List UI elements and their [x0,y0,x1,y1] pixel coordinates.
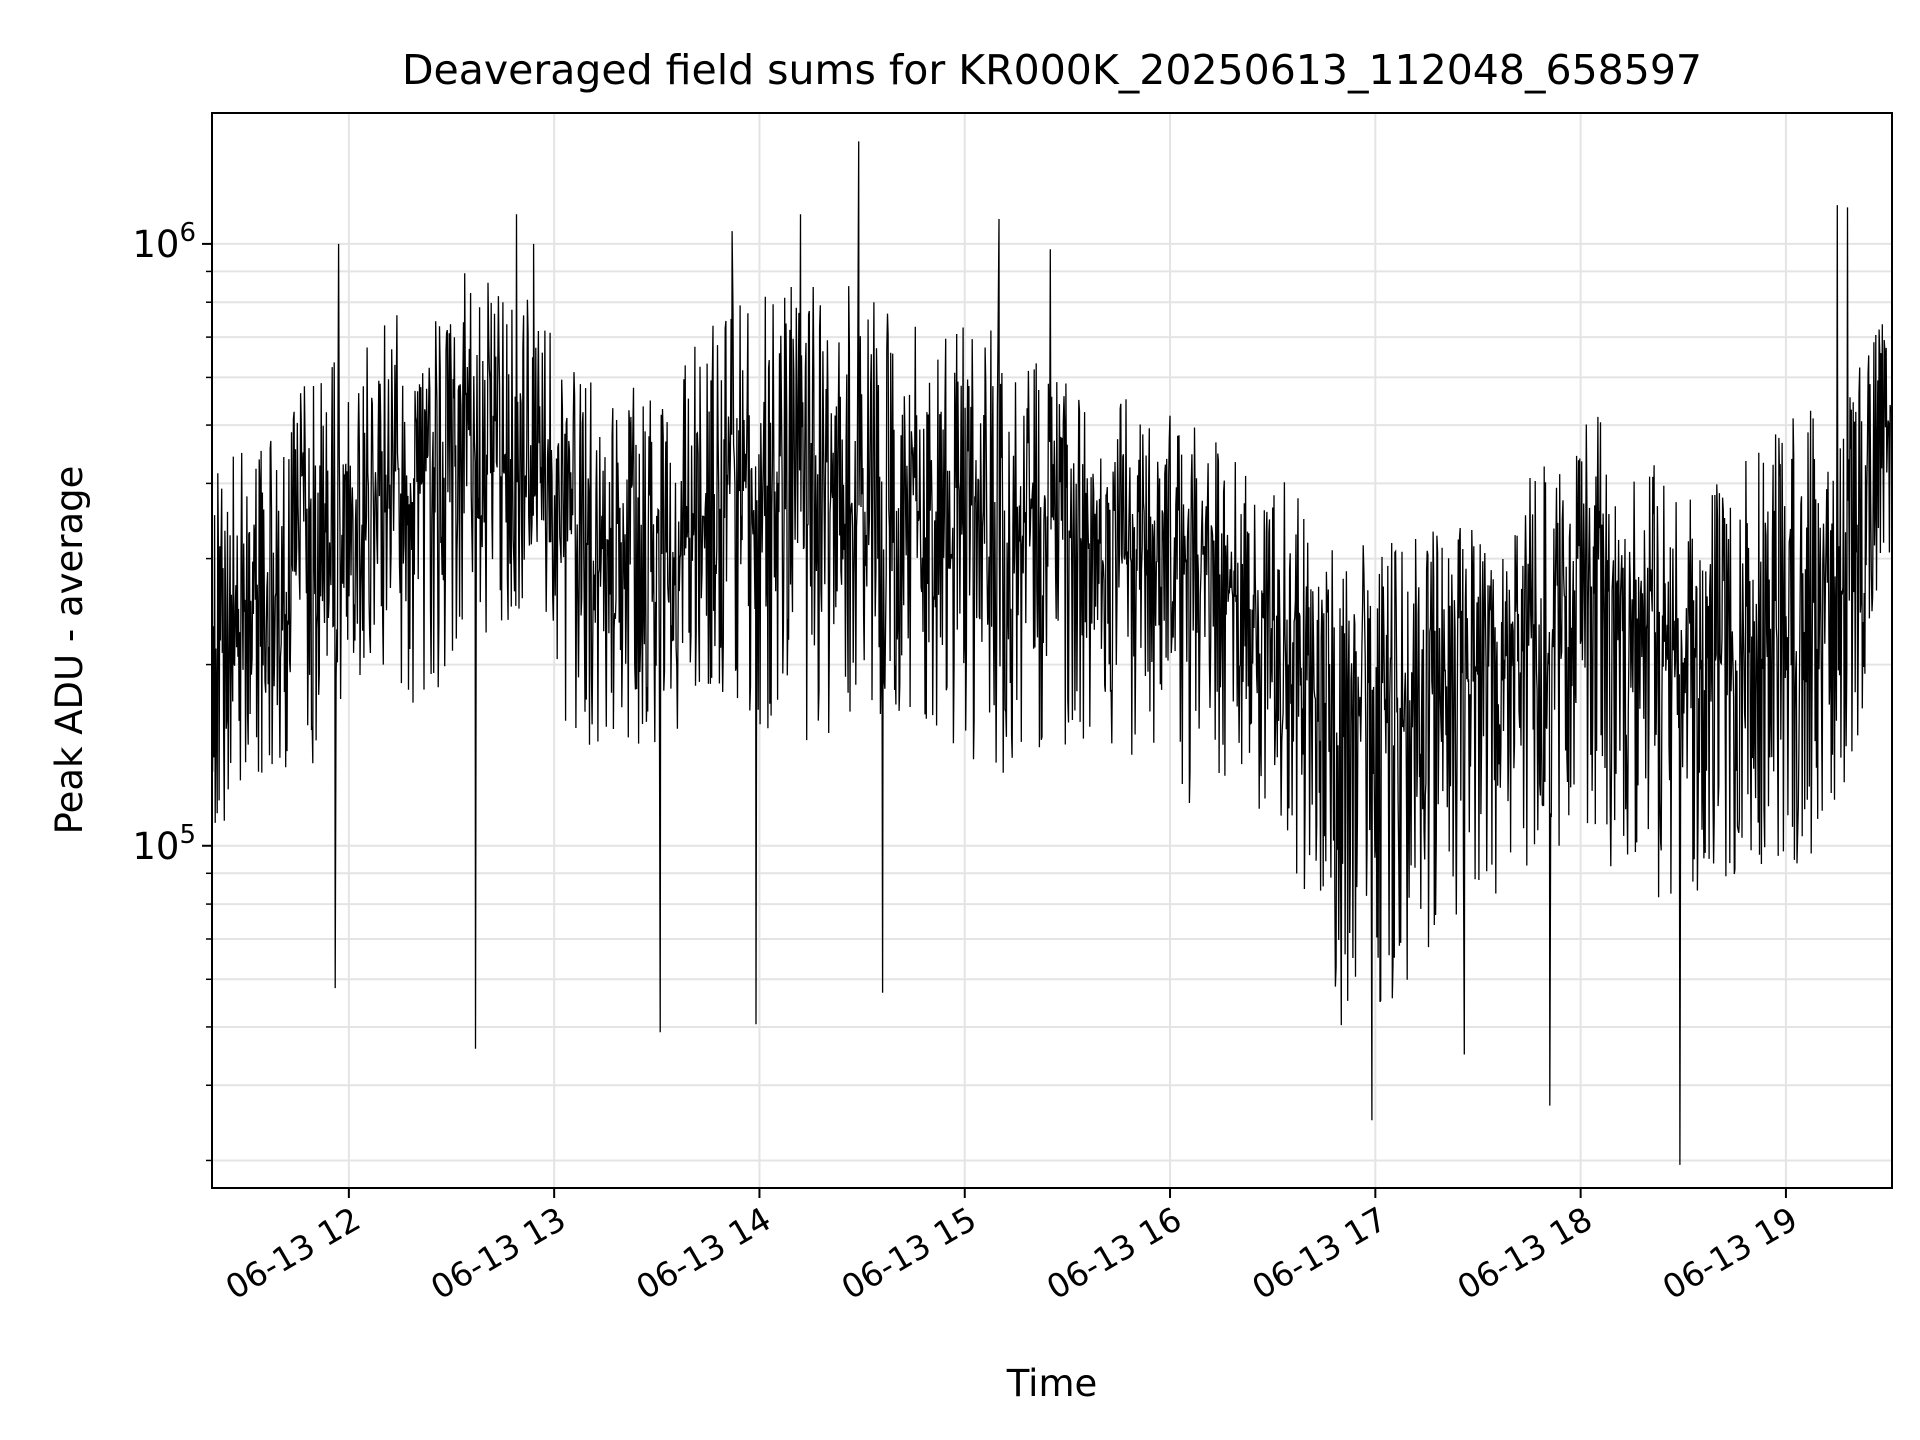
series-line [211,141,1893,1165]
plot-area-frame [211,112,1893,1189]
series-layer [211,141,1893,1165]
y-axis-label: Peak ADU - average [48,466,91,835]
chart-title: Deaveraged field sums for KR000K_2025061… [402,46,1702,94]
y-tick-label: 105 [132,820,196,868]
x-axis-label: Time [1006,1362,1098,1405]
y-axis: 105 106 [132,218,212,1162]
y-tick-label: 106 [132,218,196,266]
